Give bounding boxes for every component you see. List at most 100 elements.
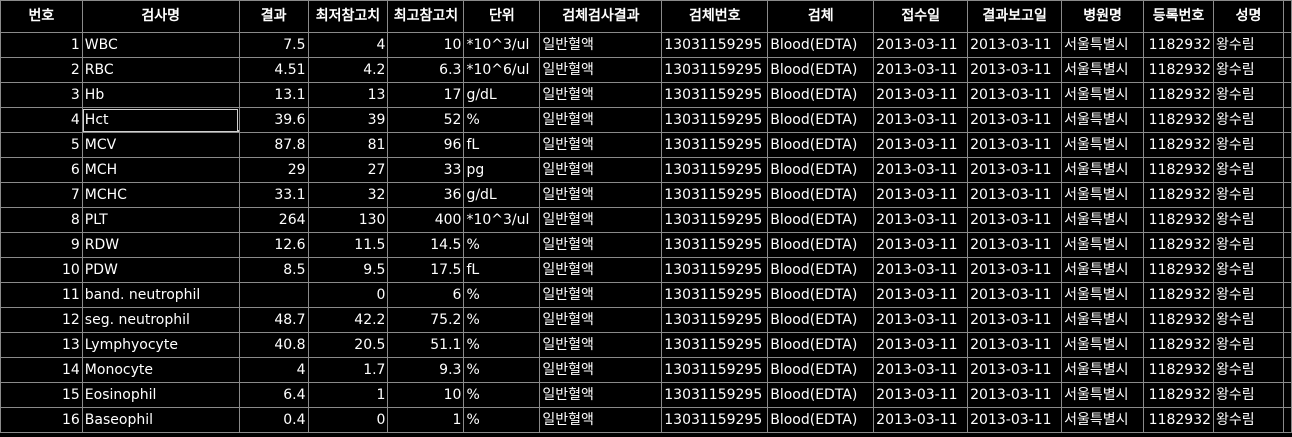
cell-report-date[interactable]: 2013-03-11 (967, 332, 1063, 358)
header-specimen[interactable]: 검체 (767, 0, 875, 33)
cell-test-name[interactable]: Eosinophil (81, 382, 240, 408)
cell-specimen-category[interactable]: 일반혈액 (539, 257, 663, 283)
cell-specimen-number[interactable]: 13031159295 (661, 57, 769, 83)
cell-test-name[interactable]: Hb (81, 82, 240, 108)
cell-specimen-number[interactable]: 13031159295 (661, 32, 769, 58)
cell-extra[interactable] (1282, 57, 1292, 83)
cell-specimen-number[interactable]: 13031159295 (661, 82, 769, 108)
cell-result[interactable]: 12.6 (238, 232, 309, 258)
cell-unit[interactable]: % (463, 282, 541, 308)
cell-registration-number[interactable]: 1182932 (1143, 357, 1215, 383)
cell-ref-high[interactable]: 33 (387, 157, 465, 183)
table-row[interactable]: 13 Lymphyocyte 40.8 20.5 51.1% 일반혈액 1303115929… (0, 332, 1292, 358)
cell-received-date[interactable]: 2013-03-11 (873, 357, 969, 383)
cell-hospital[interactable]: 서울특별시 (1061, 332, 1145, 358)
cell-ref-low[interactable]: 11.5 (307, 232, 389, 258)
cell-extra[interactable] (1282, 132, 1292, 158)
cell-ref-high[interactable]: 9.3 (387, 357, 465, 383)
cell-specimen-number[interactable]: 13031159295 (661, 232, 769, 258)
cell-ref-high[interactable]: 51.1 (387, 332, 465, 358)
cell-unit[interactable]: fL (463, 257, 541, 283)
cell-patient-name[interactable]: 왕수림 (1213, 382, 1284, 408)
cell-patient-name[interactable]: 왕수림 (1213, 307, 1284, 333)
cell-result[interactable]: 48.7 (238, 307, 309, 333)
cell-received-date[interactable]: 2013-03-11 (873, 282, 969, 308)
cell-row-number[interactable]: 12 (0, 307, 83, 333)
cell-received-date[interactable]: 2013-03-11 (873, 307, 969, 333)
cell-ref-low[interactable]: 1.7 (307, 357, 389, 383)
cell-unit[interactable]: % (463, 332, 541, 358)
header-result[interactable]: 결과 (238, 0, 309, 33)
cell-row-number[interactable]: 14 (0, 357, 83, 383)
cell-report-date[interactable]: 2013-03-11 (967, 32, 1063, 58)
cell-report-date[interactable]: 2013-03-11 (967, 82, 1063, 108)
cell-patient-name[interactable]: 왕수림 (1213, 257, 1284, 283)
cell-test-name[interactable]: RBC (81, 57, 240, 83)
cell-row-number[interactable]: 3 (0, 82, 83, 108)
cell-received-date[interactable]: 2013-03-11 (873, 107, 969, 133)
cell-extra[interactable] (1282, 407, 1292, 433)
table-row[interactable]: 16 Baseophil 0.4 0 1% 일반혈액 13031159295 Blood(ED… (0, 407, 1292, 433)
cell-report-date[interactable]: 2013-03-11 (967, 257, 1063, 283)
header-patient-name[interactable]: 성명 (1213, 0, 1284, 33)
cell-hospital[interactable]: 서울특별시 (1061, 182, 1145, 208)
cell-test-name[interactable]: RDW (81, 232, 240, 258)
table-row[interactable]: 8 PLT 264 130 400 *10^3/ul 일반혈액 13031159295 Bloo… (0, 207, 1292, 233)
cell-ref-low[interactable]: 1 (307, 382, 389, 408)
cell-result[interactable]: 0.4 (238, 407, 309, 433)
cell-report-date[interactable]: 2013-03-11 (967, 207, 1063, 233)
cell-ref-high[interactable]: 36 (387, 182, 465, 208)
cell-registration-number[interactable]: 1182932 (1143, 282, 1215, 308)
header-test-name[interactable]: 검사명 (81, 0, 240, 33)
cell-specimen-category[interactable]: 일반혈액 (539, 382, 663, 408)
cell-report-date[interactable]: 2013-03-11 (967, 182, 1063, 208)
cell-specimen[interactable]: Blood(EDTA) (767, 232, 875, 258)
cell-test-name[interactable]: Hct (81, 107, 240, 133)
cell-patient-name[interactable]: 왕수림 (1213, 82, 1284, 108)
table-row[interactable]: 1 WBC 7.5 4 10 *10^3/ul 일반혈액 13031159295 Blood(E… (0, 32, 1292, 58)
cell-unit[interactable]: g/dL (463, 82, 541, 108)
cell-received-date[interactable]: 2013-03-11 (873, 157, 969, 183)
cell-patient-name[interactable]: 왕수림 (1213, 157, 1284, 183)
cell-result[interactable]: 8.5 (238, 257, 309, 283)
cell-hospital[interactable]: 서울특별시 (1061, 357, 1145, 383)
cell-registration-number[interactable]: 1182932 (1143, 157, 1215, 183)
cell-extra[interactable] (1282, 382, 1292, 408)
cell-test-name[interactable]: MCH (81, 157, 240, 183)
cell-hospital[interactable]: 서울특별시 (1061, 132, 1145, 158)
cell-patient-name[interactable]: 왕수림 (1213, 182, 1284, 208)
cell-row-number[interactable]: 10 (0, 257, 83, 283)
cell-registration-number[interactable]: 1182932 (1143, 257, 1215, 283)
cell-ref-high[interactable]: 96 (387, 132, 465, 158)
cell-row-number[interactable]: 1 (0, 32, 83, 58)
cell-specimen[interactable]: Blood(EDTA) (767, 357, 875, 383)
cell-received-date[interactable]: 2013-03-11 (873, 32, 969, 58)
cell-ref-low[interactable]: 27 (307, 157, 389, 183)
cell-received-date[interactable]: 2013-03-11 (873, 207, 969, 233)
cell-row-number[interactable]: 5 (0, 132, 83, 158)
cell-specimen-number[interactable]: 13031159295 (661, 132, 769, 158)
cell-hospital[interactable]: 서울특별시 (1061, 282, 1145, 308)
table-row[interactable]: 14 Monocyte 4 1.7 9.3% 일반혈액 13031159295 Blood(E… (0, 357, 1292, 383)
cell-received-date[interactable]: 2013-03-11 (873, 82, 969, 108)
cell-specimen-number[interactable]: 13031159295 (661, 332, 769, 358)
cell-hospital[interactable]: 서울특별시 (1061, 382, 1145, 408)
cell-patient-name[interactable]: 왕수림 (1213, 357, 1284, 383)
cell-hospital[interactable]: 서울특별시 (1061, 407, 1145, 433)
cell-test-name[interactable]: MCV (81, 132, 240, 158)
cell-patient-name[interactable]: 왕수림 (1213, 107, 1284, 133)
table-row[interactable]: 6 MCH 29 27 33 pg 일반혈액 13031159295 Blood(EDTA) 20… (0, 157, 1292, 183)
cell-ref-high[interactable]: 17 (387, 82, 465, 108)
cell-specimen-category[interactable]: 일반혈액 (539, 357, 663, 383)
cell-registration-number[interactable]: 1182932 (1143, 132, 1215, 158)
cell-extra[interactable] (1282, 307, 1292, 333)
cell-received-date[interactable]: 2013-03-11 (873, 257, 969, 283)
cell-extra[interactable] (1282, 32, 1292, 58)
cell-specimen[interactable]: Blood(EDTA) (767, 307, 875, 333)
cell-report-date[interactable]: 2013-03-11 (967, 407, 1063, 433)
table-row[interactable]: 7 MCHC 33.1 32 36 g/dL 일반혈액 13031159295 Blood(ED… (0, 182, 1292, 208)
cell-extra[interactable] (1282, 157, 1292, 183)
header-specimen-category[interactable]: 검체검사결과 (539, 0, 663, 33)
cell-test-name[interactable]: WBC (81, 32, 240, 58)
cell-unit[interactable]: % (463, 382, 541, 408)
